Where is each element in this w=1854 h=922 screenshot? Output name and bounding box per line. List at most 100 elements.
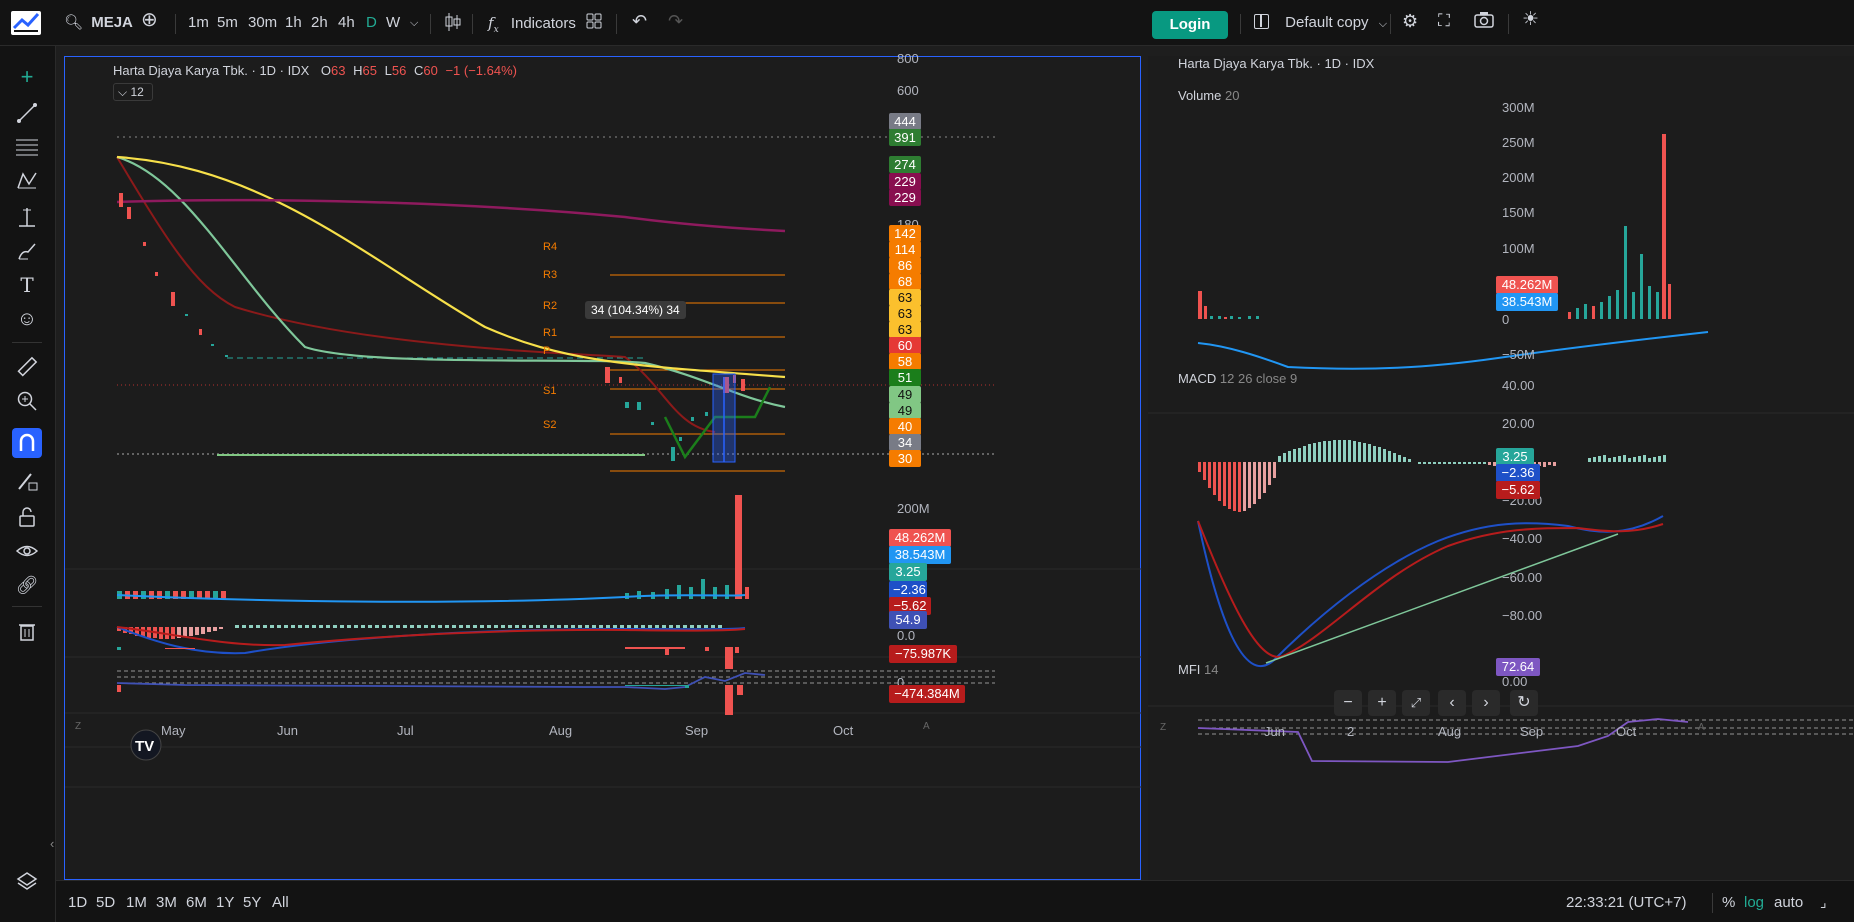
maximize-button[interactable]: ⌟ xyxy=(1820,894,1827,911)
layout-menu[interactable]: Default copy ⌵ xyxy=(1254,13,1387,33)
bar xyxy=(737,685,743,695)
range-5d[interactable]: 5D xyxy=(96,894,116,911)
interval-1m[interactable]: 1m xyxy=(188,14,209,31)
flow-axis-label: 0 xyxy=(897,675,905,690)
reset-chart-button[interactable]: ↻ xyxy=(1510,690,1538,716)
zoom-in-button[interactable]: + xyxy=(1368,690,1396,716)
range-3m[interactable]: 3M xyxy=(156,894,177,911)
login-button[interactable]: Login xyxy=(1152,11,1228,39)
range-6m[interactable]: 6M xyxy=(186,894,207,911)
range-1d[interactable]: 1D xyxy=(68,894,88,911)
clock[interactable]: 22:33:21 (UTC+7) xyxy=(1566,894,1687,911)
trendline-tool[interactable] xyxy=(12,98,42,128)
brush-tool[interactable] xyxy=(12,236,42,266)
price-tag: 274 xyxy=(889,156,921,173)
lock-drawing-tool[interactable] xyxy=(12,466,42,496)
trendline-icon xyxy=(17,103,37,123)
secondary-chart-pane[interactable]: Harta Djaya Karya Tbk. · 1D · IDX Volume… xyxy=(1148,56,1854,880)
reset-zoom-button[interactable]: ⤢ xyxy=(1402,690,1430,716)
crosshair-tool[interactable]: + xyxy=(12,62,42,92)
interval-1h[interactable]: 1h xyxy=(285,14,302,31)
fib-tool[interactable] xyxy=(12,132,42,162)
fullscreen-icon: ⛶ xyxy=(1438,11,1450,30)
zoom-out-button[interactable]: − xyxy=(1334,690,1362,716)
snapshot-button[interactable] xyxy=(1474,11,1494,31)
hide-drawings-tool[interactable] xyxy=(12,536,42,566)
divider xyxy=(1712,893,1713,913)
bar xyxy=(1483,462,1486,464)
collapse-toolbar-handle[interactable]: ‹ xyxy=(50,836,55,851)
scale-corner-z[interactable]: Z xyxy=(1160,722,1167,733)
price-tag: 86 xyxy=(889,257,921,274)
remove-drawings-tool[interactable] xyxy=(12,616,42,646)
main-chart-pane[interactable]: TV Harta Djaya Karya Tbk. · 1D · IDX O63… xyxy=(64,51,1142,881)
bar xyxy=(1358,442,1361,462)
lock-all-tool[interactable] xyxy=(12,502,42,532)
interval-4h[interactable]: 4h xyxy=(338,14,355,31)
log-scale-toggle[interactable]: log xyxy=(1744,894,1765,911)
range-5y[interactable]: 5Y xyxy=(243,894,262,911)
theme-toggle[interactable]: ☀ xyxy=(1522,10,1539,30)
bar xyxy=(410,625,414,628)
range-1y[interactable]: 1Y xyxy=(216,894,235,911)
bar xyxy=(1338,440,1341,462)
interval-d[interactable]: D xyxy=(366,14,377,31)
pattern-tool[interactable] xyxy=(12,166,42,196)
link-tool[interactable]: 🔗︎ xyxy=(12,570,42,600)
interval-5m[interactable]: 5m xyxy=(217,14,238,31)
macd-histogram xyxy=(117,625,722,639)
top-toolbar: 🔍︎ MEJA ⊕ 1m 5m 30m 1h 2h 4h D W ⌵ fx In… xyxy=(0,0,1854,46)
indicators-collapse-button[interactable]: ⌵ 12 xyxy=(113,83,153,101)
volume-axis-label: 150M xyxy=(1502,205,1535,220)
text-tool[interactable]: T xyxy=(12,270,42,300)
zoom-tool[interactable] xyxy=(12,386,42,416)
main-chart-canvas[interactable]: TV xyxy=(65,57,1142,881)
time-axis-label: Sep xyxy=(685,723,709,738)
bar xyxy=(1493,462,1496,466)
bar xyxy=(1428,462,1431,464)
bar xyxy=(1256,316,1259,319)
bar xyxy=(1373,446,1376,462)
fullscreen-button[interactable]: ⛶ xyxy=(1438,11,1450,31)
app-logo[interactable] xyxy=(10,8,44,38)
object-tree-tool[interactable] xyxy=(12,866,42,896)
bar xyxy=(1223,462,1226,506)
interval-2h[interactable]: 2h xyxy=(311,14,328,31)
price-tag: 229 xyxy=(889,173,921,190)
settings-button[interactable]: ⚙ xyxy=(1402,11,1418,31)
secondary-chart-canvas[interactable] xyxy=(1148,56,1854,880)
symbol-search[interactable]: 🔍︎ MEJA xyxy=(64,14,133,31)
bar xyxy=(1433,462,1436,464)
auto-scale-toggle[interactable]: auto xyxy=(1774,894,1804,911)
redo-button[interactable]: ↷ xyxy=(668,11,683,31)
interval-dropdown[interactable]: ⌵ xyxy=(410,13,418,33)
layouts-button[interactable] xyxy=(586,13,602,33)
chart-type-button[interactable] xyxy=(444,11,462,31)
interval-30m[interactable]: 30m xyxy=(248,14,278,31)
scroll-right-button[interactable]: › xyxy=(1472,690,1500,716)
bar xyxy=(1632,292,1635,319)
percent-scale-toggle[interactable]: % xyxy=(1722,894,1736,911)
scale-corner-z[interactable]: Z xyxy=(75,721,82,732)
scale-corner-a[interactable]: A xyxy=(923,721,930,732)
range-all[interactable]: All xyxy=(272,894,289,911)
scroll-left-button[interactable]: ‹ xyxy=(1438,690,1466,716)
bar xyxy=(424,625,428,628)
scale-corner-a[interactable]: A xyxy=(1698,722,1705,733)
interval-w[interactable]: W xyxy=(386,14,401,31)
indicators-button[interactable]: fx Indicators xyxy=(488,14,576,35)
bar xyxy=(431,625,435,628)
bar xyxy=(189,627,193,636)
bar xyxy=(705,647,709,651)
measure-tool[interactable] xyxy=(12,202,42,232)
magnet-tool[interactable] xyxy=(12,428,42,458)
bar xyxy=(662,625,666,628)
undo-button[interactable]: ↶ xyxy=(632,11,647,31)
bar xyxy=(1238,462,1241,512)
ruler-tool[interactable] xyxy=(12,352,42,382)
bar xyxy=(564,625,568,628)
emoji-tool[interactable]: ☺ xyxy=(12,304,42,334)
add-symbol-button[interactable]: ⊕ xyxy=(141,10,158,30)
price-tag: 63 xyxy=(889,321,921,338)
range-1m[interactable]: 1M xyxy=(126,894,147,911)
